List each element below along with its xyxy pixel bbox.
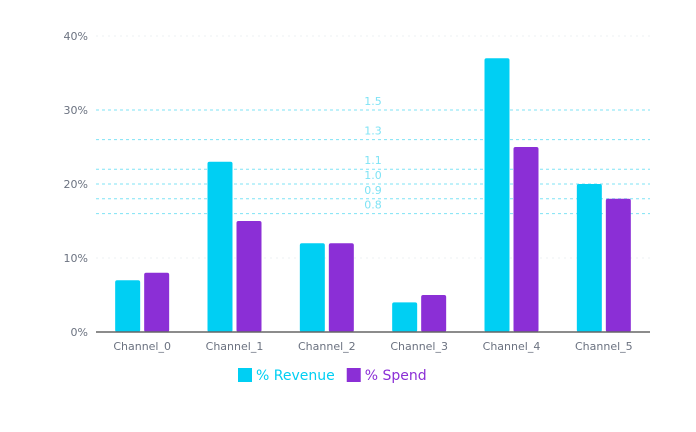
y-tick-label: 40% <box>64 30 88 43</box>
legend-swatch <box>238 368 252 382</box>
reference-line-label: 0.9 <box>364 184 382 197</box>
x-tick-label: Channel_4 <box>483 340 541 353</box>
y-tick-label: 30% <box>64 104 88 117</box>
reference-line-label: 0.8 <box>364 199 382 212</box>
bar-spend <box>513 147 539 332</box>
x-tick-label: Channel_1 <box>206 340 264 353</box>
bar-revenue <box>207 161 233 332</box>
x-tick-label: Channel_5 <box>575 340 633 353</box>
legend-swatch <box>346 368 361 382</box>
bar-revenue <box>115 280 141 332</box>
bar-revenue <box>576 184 602 332</box>
bar-spend <box>421 295 447 332</box>
bar-spend <box>605 198 631 332</box>
reference-line-label: 1.5 <box>364 95 382 108</box>
reference-line-label: 1.3 <box>364 125 382 138</box>
y-tick-label: 0% <box>71 326 88 339</box>
bar-spend <box>328 243 354 332</box>
x-tick-label: Channel_0 <box>113 340 171 353</box>
x-tick-label: Channel_3 <box>390 340 448 353</box>
bar-revenue <box>484 58 510 332</box>
reference-line-label: 1.1 <box>364 154 382 167</box>
bar-revenue <box>299 243 325 332</box>
legend-label[interactable]: % Spend <box>365 368 427 384</box>
x-tick-label: Channel_2 <box>298 340 356 353</box>
bar-spend <box>144 272 170 332</box>
bar-spend <box>236 221 262 332</box>
reference-line-label: 1.0 <box>364 169 382 182</box>
y-tick-label: 10% <box>64 252 88 265</box>
bar-revenue <box>392 302 418 332</box>
legend-label[interactable]: % Revenue <box>256 368 335 384</box>
y-tick-label: 20% <box>64 178 88 191</box>
